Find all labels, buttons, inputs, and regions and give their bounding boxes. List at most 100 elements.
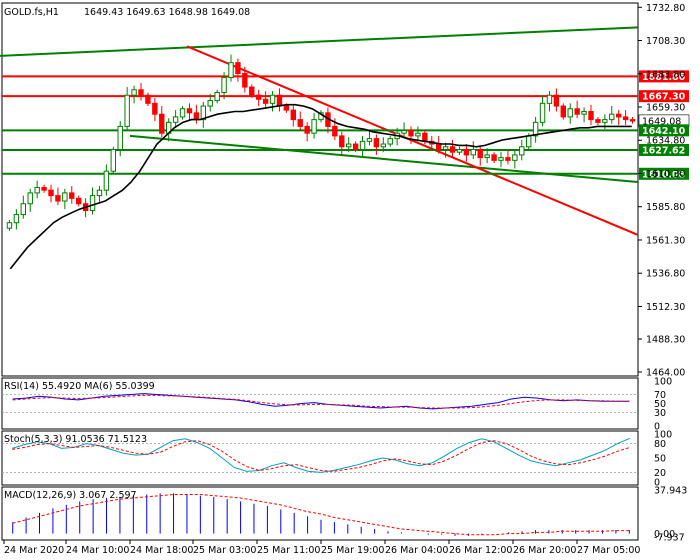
macd-y-tick-label: 37.943 <box>654 486 687 497</box>
candle-body <box>193 112 200 121</box>
candle-body <box>179 108 186 118</box>
macd-signal-line <box>12 494 630 536</box>
candle-body <box>512 154 518 161</box>
candle-body <box>359 140 366 150</box>
candle-body <box>62 192 68 202</box>
candle-body <box>172 116 179 123</box>
price-ohlc-header: 1649.43 1649.63 1648.98 1649.08 <box>84 7 250 18</box>
candle-body <box>415 132 421 137</box>
level-tag-label: 1681.86 <box>642 72 686 83</box>
candle-body <box>34 186 40 194</box>
osc-y-tick-label: 100 <box>654 377 672 388</box>
candle-body <box>505 157 511 161</box>
candle-body <box>498 157 504 161</box>
candle-body <box>380 143 387 148</box>
candle-body <box>484 154 490 159</box>
candle-body <box>138 89 144 96</box>
candle-body <box>249 86 255 96</box>
candle-body <box>48 189 54 197</box>
candle-body <box>6 222 13 229</box>
candle-body <box>352 143 359 150</box>
price-y-tick-label: 1536.80 <box>646 269 685 280</box>
candle-body <box>110 148 117 172</box>
candle-body <box>581 110 587 115</box>
candle-body <box>124 94 130 127</box>
price-y-tick-label: 1732.80 <box>646 3 685 14</box>
level-tag <box>639 90 689 103</box>
candle-body <box>546 94 553 104</box>
rsi-title: RSI(14) 55.4920 MA(6) 55.0399 <box>4 381 155 392</box>
candle-body <box>75 197 82 205</box>
candle-body <box>221 77 227 93</box>
trendline-red-down <box>186 45 639 236</box>
candle-body <box>442 146 449 150</box>
candle-body <box>339 135 345 148</box>
candle-body <box>262 98 269 104</box>
price-y-tick-label: 1708.30 <box>646 36 685 47</box>
candle-body <box>456 148 463 153</box>
candle-body <box>588 110 594 121</box>
candle-body <box>435 143 442 150</box>
osc-y-tick-label: 80 <box>654 439 666 450</box>
level-tag <box>639 143 689 156</box>
candle-body <box>145 94 151 104</box>
candle-body <box>463 148 470 156</box>
price-y-tick-label: 1585.80 <box>646 202 685 213</box>
price-y-tick-label: 1659.30 <box>646 103 685 114</box>
candle-body <box>290 109 297 121</box>
series-stoch-signal <box>12 440 630 472</box>
level-tag-label: 1610.08 <box>642 169 686 180</box>
x-tick-label: 26 Mar 04:00 <box>385 545 448 556</box>
x-tick-label: 24 Mar 2020 <box>4 545 64 556</box>
price-title: GOLD.fs,H1 <box>4 7 59 18</box>
level-tag-label: 1627.62 <box>642 145 685 156</box>
candle-body <box>283 105 290 111</box>
price-y-tick-label: 1488.30 <box>646 335 685 346</box>
candle-body <box>304 125 310 134</box>
level-tag-label: 1642.10 <box>642 126 686 137</box>
candle-body <box>228 62 234 79</box>
candle-body <box>255 94 262 100</box>
candle-body <box>366 138 373 142</box>
candle-body <box>276 94 283 107</box>
candle-body <box>615 113 622 118</box>
candle-body <box>373 138 380 148</box>
candle-body <box>27 192 33 205</box>
x-tick-label: 25 Mar 11:00 <box>257 545 320 556</box>
candle-body <box>269 94 276 104</box>
candle-body <box>41 186 47 191</box>
candle-body <box>13 214 20 224</box>
series-ma-6- <box>12 394 630 409</box>
candle-body <box>602 119 608 123</box>
candle-body <box>449 146 456 153</box>
candle-body <box>519 146 525 156</box>
candle-body <box>595 119 601 123</box>
price-y-tick-label: 1683.80 <box>646 69 685 80</box>
x-tick-label: 26 Mar 12:00 <box>449 545 512 556</box>
candle-body <box>345 143 352 148</box>
candle-body <box>69 192 75 199</box>
candle-body <box>186 108 193 114</box>
x-tick-label: 25 Mar 03:00 <box>193 545 256 556</box>
candle-body <box>311 119 317 134</box>
candle-body <box>532 121 539 137</box>
candle-body <box>491 154 497 161</box>
y-axis: 1732.80 1708.30 1683.80 1659.30 1634.80 1610.… <box>638 3 685 379</box>
x-axis: 24 Mar 2020 24 Mar 10:00 24 Mar 18:00 25 Ma… <box>3 540 640 556</box>
osc-y-tick-label: 0 <box>654 422 660 433</box>
candle-body <box>297 119 303 127</box>
candle-body <box>117 125 123 150</box>
candle-body <box>609 113 615 121</box>
candle-body <box>152 102 158 115</box>
candle-body <box>20 203 27 216</box>
candle-body <box>622 116 629 121</box>
candle-body <box>574 108 580 115</box>
candle-body <box>214 91 220 102</box>
level-tag <box>639 167 689 180</box>
candle-body <box>422 132 428 142</box>
osc-y-tick-label: 30 <box>654 408 666 419</box>
level-tag <box>639 124 689 137</box>
